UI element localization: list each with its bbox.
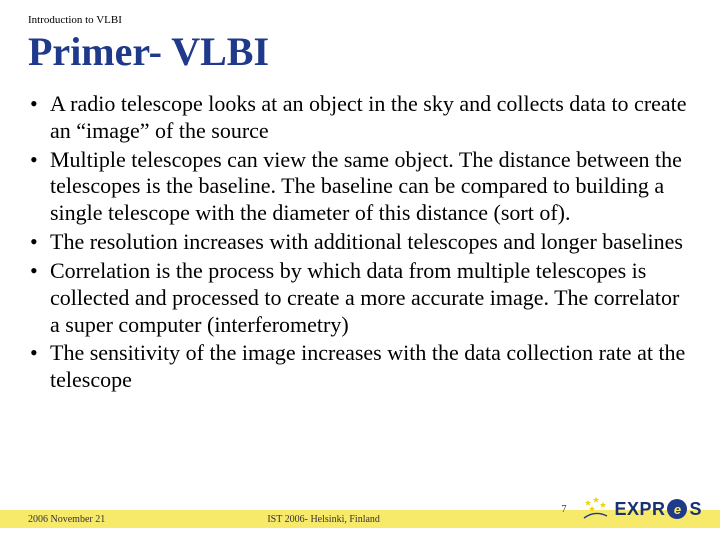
logo-suffix: S	[689, 499, 702, 520]
logo-prefix: EXPR	[614, 499, 665, 520]
page-number: 7	[561, 504, 566, 515]
list-item: Correlation is the process by which data…	[46, 258, 692, 338]
footer-right: 7 EXPR e S	[561, 496, 702, 522]
page-title: Primer- VLBI	[28, 28, 692, 75]
footer-date: 2006 November 21	[28, 514, 105, 525]
list-item: A radio telescope looks at an object in …	[46, 91, 692, 145]
logo: EXPR e S	[614, 499, 702, 520]
slide: Introduction to VLBI Primer- VLBI A radi…	[0, 0, 720, 540]
stars-icon	[582, 496, 608, 522]
footer-venue: IST 2006- Helsinki, Finland	[267, 514, 380, 525]
breadcrumb: Introduction to VLBI	[28, 14, 692, 26]
list-item: The sensitivity of the image increases w…	[46, 340, 692, 394]
list-item: Multiple telescopes can view the same ob…	[46, 147, 692, 227]
list-item: The resolution increases with additional…	[46, 229, 692, 256]
body-content: A radio telescope looks at an object in …	[28, 91, 692, 394]
footer: 2006 November 21 IST 2006- Helsinki, Fin…	[0, 510, 720, 528]
bullet-list: A radio telescope looks at an object in …	[28, 91, 692, 394]
logo-e-icon: e	[667, 499, 687, 519]
